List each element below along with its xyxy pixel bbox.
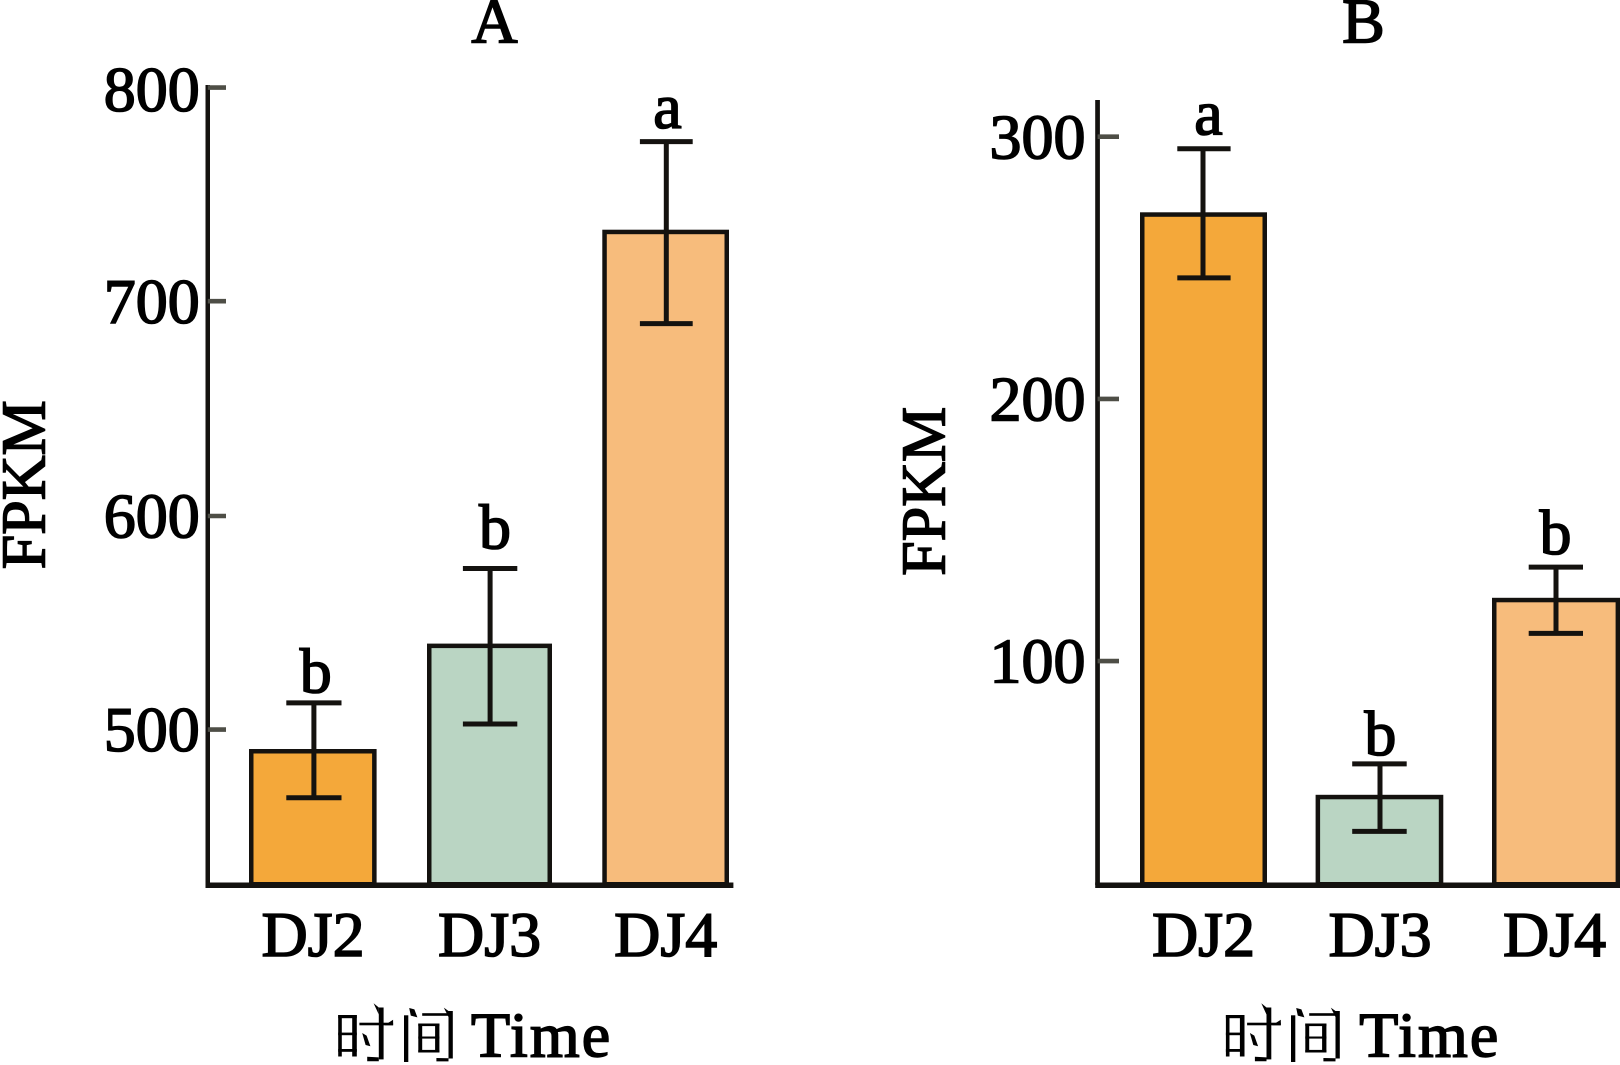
svg-text:b: b xyxy=(1364,698,1396,769)
svg-text:b: b xyxy=(479,492,511,563)
svg-text:A: A xyxy=(471,0,517,57)
svg-text:DJ2: DJ2 xyxy=(1152,899,1255,970)
svg-text:600: 600 xyxy=(104,481,200,552)
svg-text:b: b xyxy=(300,636,332,707)
svg-text:DJ2: DJ2 xyxy=(261,899,364,970)
svg-text:200: 200 xyxy=(990,364,1086,435)
svg-text:B: B xyxy=(1342,0,1385,57)
svg-text:500: 500 xyxy=(104,694,200,765)
svg-text:FPKM: FPKM xyxy=(891,407,959,576)
svg-text:DJ3: DJ3 xyxy=(438,899,541,970)
svg-text:DJ4: DJ4 xyxy=(614,899,717,970)
svg-text:FPKM: FPKM xyxy=(0,400,59,569)
svg-text:b: b xyxy=(1540,497,1572,568)
svg-text:100: 100 xyxy=(990,626,1086,697)
svg-text:DJ4: DJ4 xyxy=(1503,899,1606,970)
svg-text:Time: Time xyxy=(471,1000,612,1065)
svg-text:a: a xyxy=(1194,78,1222,149)
svg-text:Time: Time xyxy=(1359,1000,1500,1065)
svg-text:800: 800 xyxy=(104,54,200,125)
svg-text:a: a xyxy=(653,71,681,142)
svg-text:DJ3: DJ3 xyxy=(1328,899,1431,970)
svg-text:300: 300 xyxy=(990,101,1086,172)
svg-text:700: 700 xyxy=(104,266,200,337)
